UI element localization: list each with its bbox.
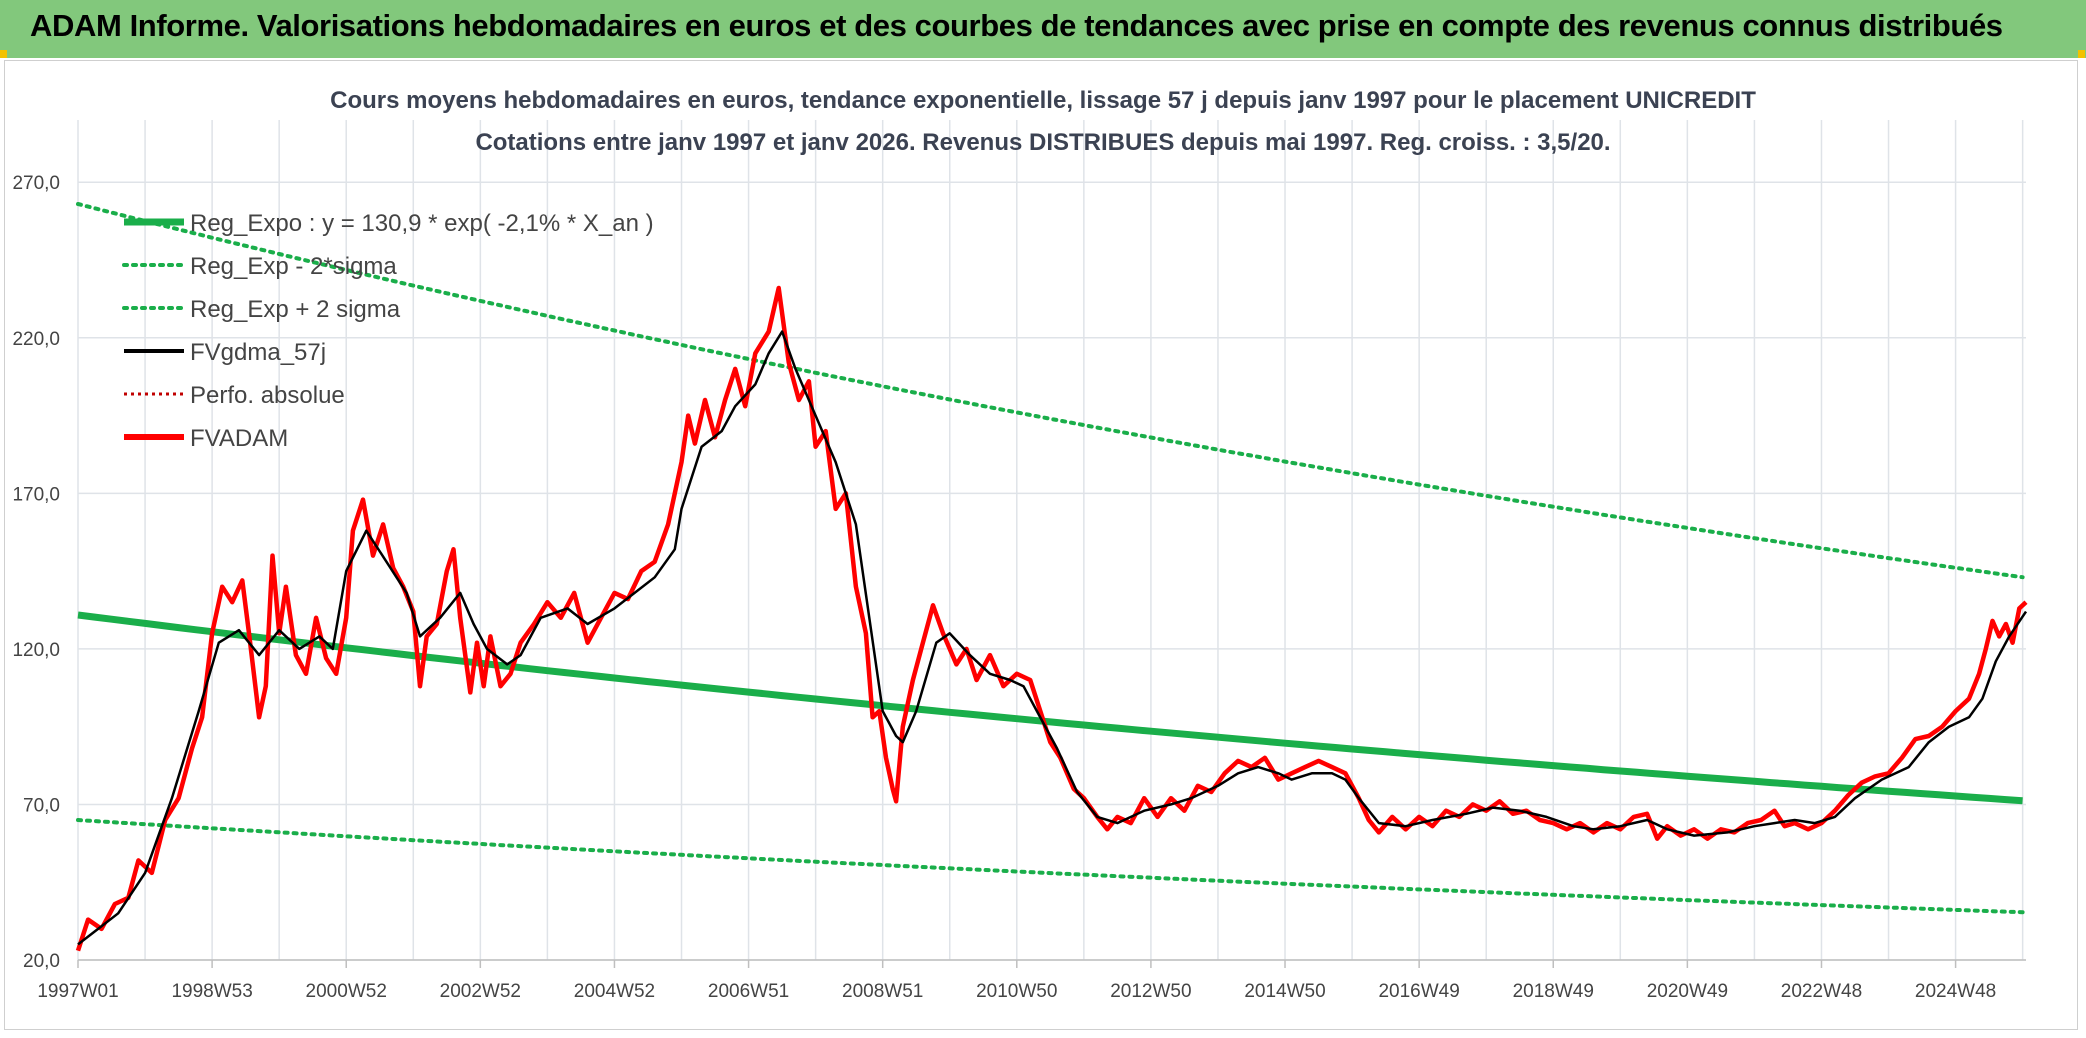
x-tick-label: 2022W48 <box>1781 981 1862 1002</box>
corner-mark <box>0 50 7 58</box>
legend-label-fvgdma: FVgdma_57j <box>190 339 326 366</box>
y-tick-label: 220,0 <box>12 329 60 350</box>
series-fvadam <box>75 285 2028 952</box>
y-tick-label: 120,0 <box>12 640 60 661</box>
y-tick-label: 170,0 <box>12 484 60 505</box>
y-tick-label: 270,0 <box>12 173 60 194</box>
chart-title-line1: Cours moyens hebdomadaires en euros, ten… <box>330 87 1756 114</box>
x-tick-label: 2010W50 <box>976 981 1057 1002</box>
page-title: ADAM Informe. Valorisations hebdomadaire… <box>30 8 2003 43</box>
axes: 20,0 70,0 120,0 170,0 220,0 270,0 1997W01 1998W… <box>12 173 2026 1002</box>
series-reg-exp-plus-2sigma <box>76 202 2025 580</box>
y-tick-label: 70,0 <box>23 795 60 816</box>
series-group <box>75 202 2028 952</box>
series-fvgdma-57j <box>77 330 2028 946</box>
x-tick-label: 2018W49 <box>1513 981 1594 1002</box>
legend-label-reg_plus: Reg_Exp + 2 sigma <box>190 296 401 323</box>
x-tick-label: 2000W52 <box>306 981 387 1002</box>
legend: Reg_Expo : y = 130,9 * exp( -2,1% * X_an… <box>122 210 654 452</box>
y-tick-label: 20,0 <box>23 951 60 972</box>
x-tick-label: 2008W51 <box>842 981 923 1002</box>
x-tick-label: 2014W50 <box>1244 981 1325 1002</box>
x-tick-label: 2024W48 <box>1915 981 1996 1002</box>
legend-label-reg_minus: Reg_Exp - 2*sigma <box>190 253 397 280</box>
legend-label-perfo: Perfo. absolue <box>190 382 345 409</box>
chart-frame <box>4 60 2078 1030</box>
header-banner: ADAM Informe. Valorisations hebdomadaire… <box>0 0 2086 58</box>
series-reg-exp-minus-2sigma <box>76 818 2025 915</box>
x-tick-label: 2012W50 <box>1110 981 1191 1002</box>
chart-title-line2: Cotations entre janv 1997 et janv 2026. … <box>475 129 1610 156</box>
series-reg-expo <box>77 611 2023 805</box>
x-tick-label: 2006W51 <box>708 981 789 1002</box>
x-tick-label: 2020W49 <box>1647 981 1728 1002</box>
x-tick-label: 2016W49 <box>1378 981 1459 1002</box>
x-tick-label: 2004W52 <box>574 981 655 1002</box>
legend-label-fvadam: FVADAM <box>190 425 288 452</box>
x-tick-label: 1998W53 <box>171 981 252 1002</box>
x-tick-label: 2002W52 <box>440 981 521 1002</box>
corner-mark <box>2078 50 2085 58</box>
x-tick-label: 1997W01 <box>37 981 118 1002</box>
legend-label-reg_expo: Reg_Expo : y = 130,9 * exp( -2,1% * X_an… <box>190 210 654 237</box>
grid <box>77 120 2026 961</box>
